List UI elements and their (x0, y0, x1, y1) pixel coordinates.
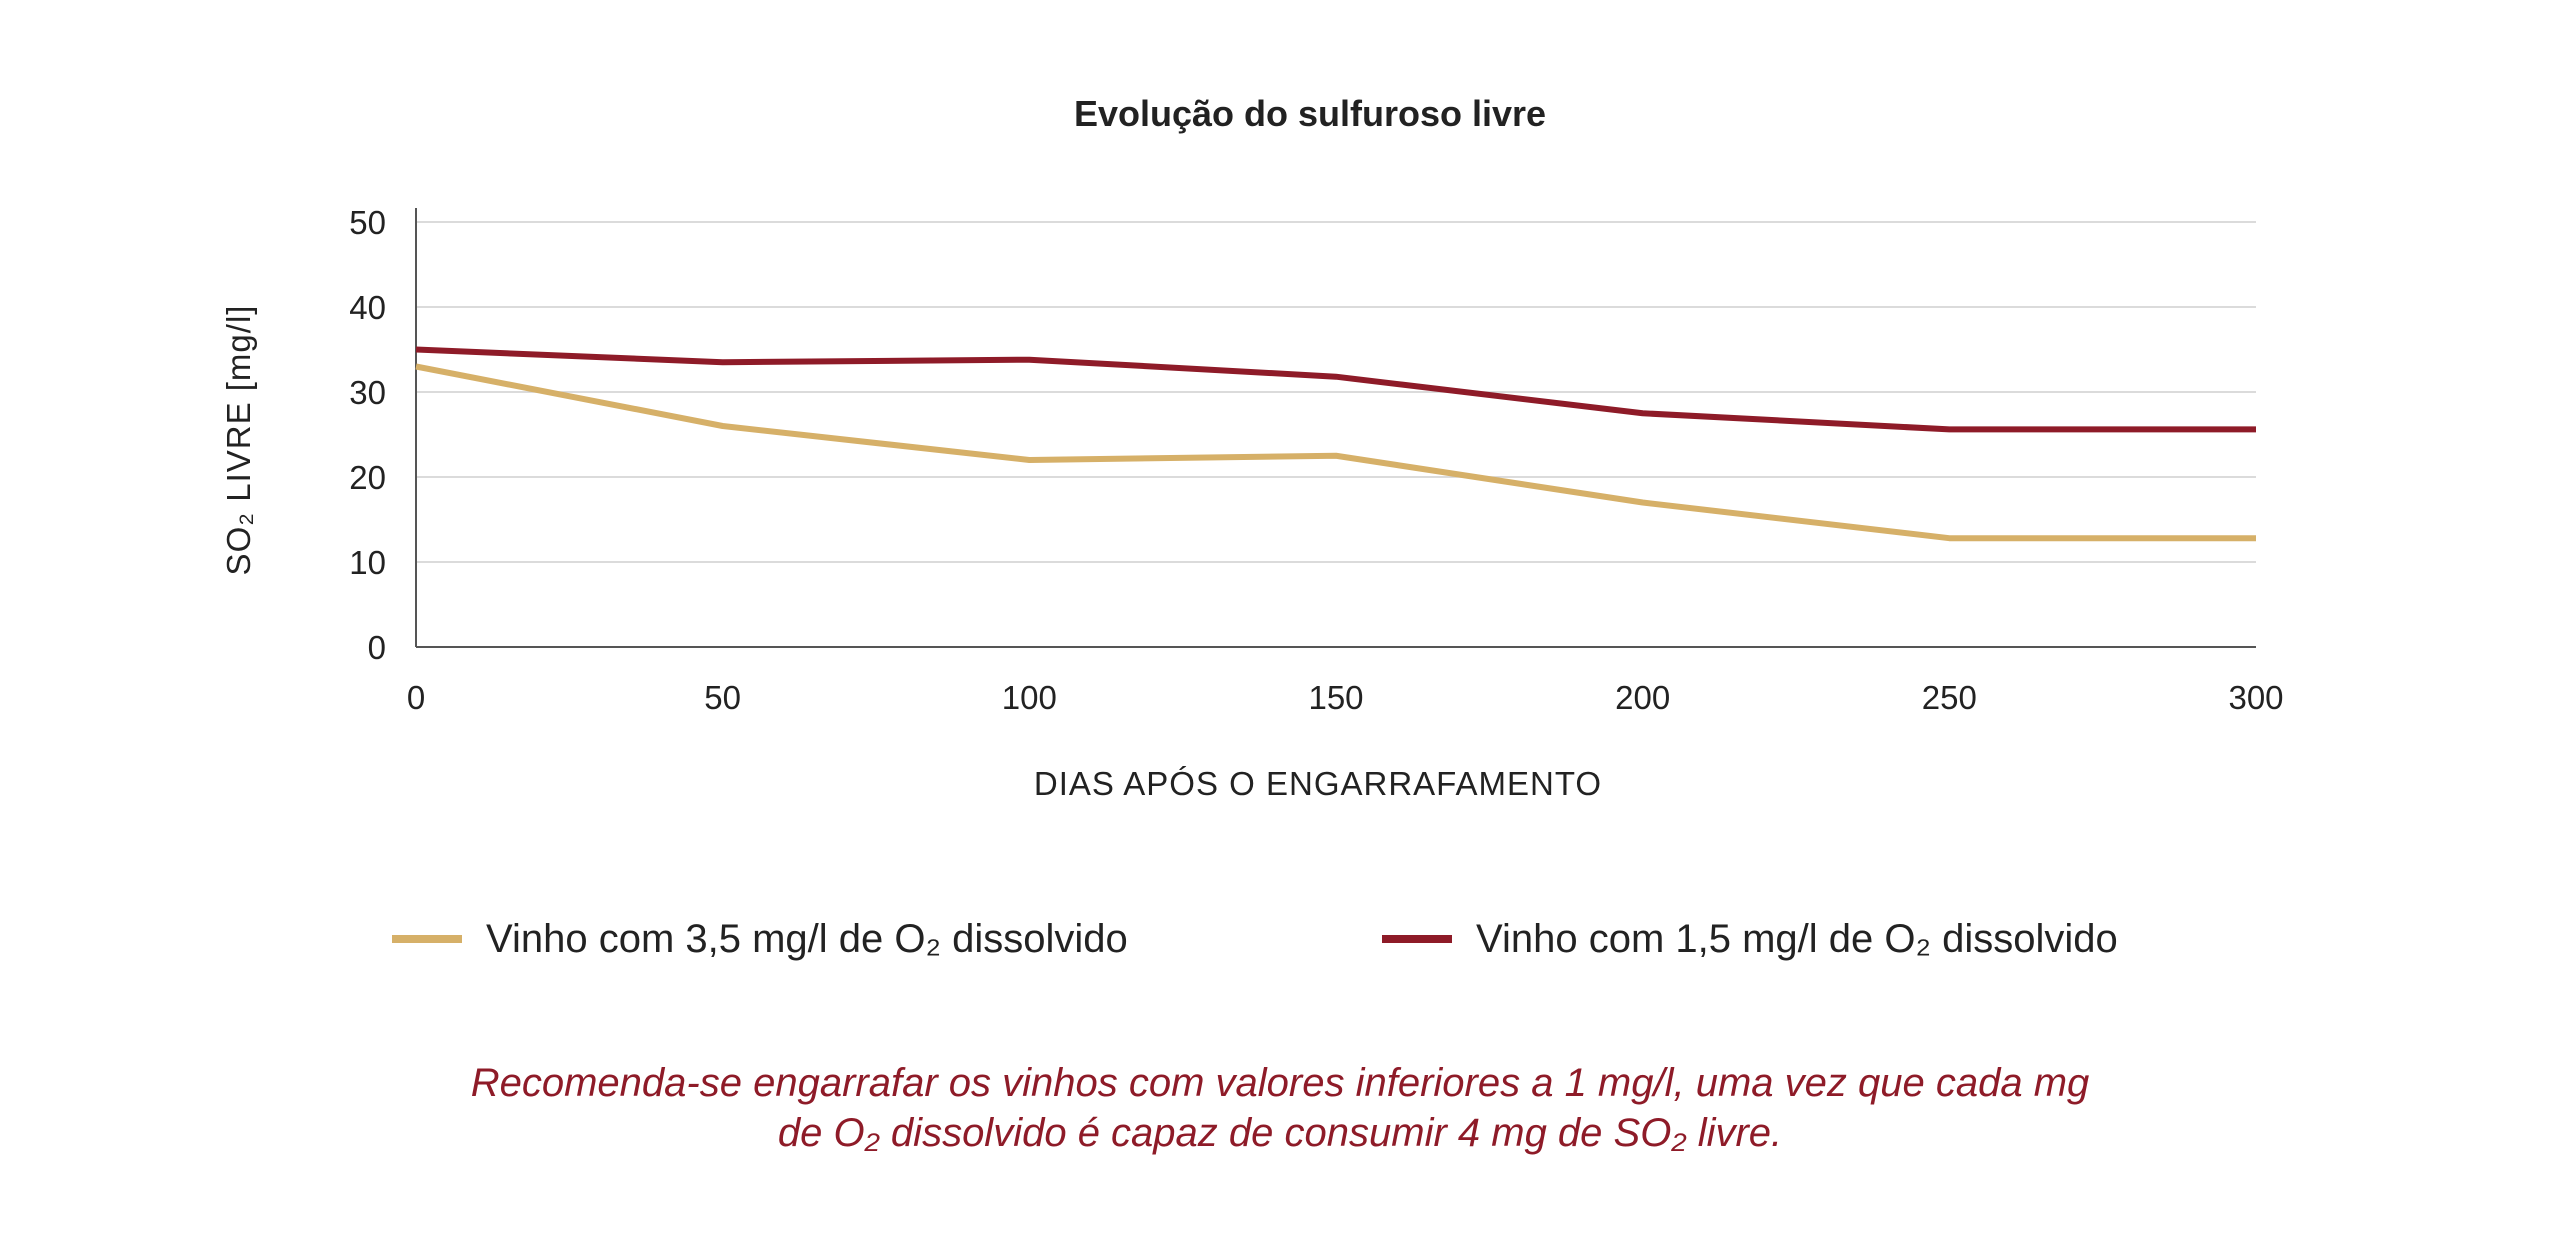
series-line-1 (415, 363, 2256, 542)
x-axis-label: DIAS APÓS O ENGARRAFAMENTO (1034, 765, 1602, 802)
x-tick-label: 200 (1615, 679, 1670, 716)
y-tick-label: 10 (349, 544, 386, 581)
recommendation-note: Recomenda-se engarrafar os vinhos com va… (280, 1058, 2280, 1158)
y-tick-label: 0 (368, 629, 386, 666)
note-line-2: de O₂ dissolvido é capaz de consumir 4 m… (777, 1111, 1783, 1155)
x-tick-label: 100 (1002, 679, 1057, 716)
y-axis-label: SO₂ LIVRE [mg/l] (220, 305, 257, 576)
x-tick-label: 150 (1308, 679, 1363, 716)
legend-label-2: Vinho com 1,5 mg/l de O₂ dissolvido (1476, 917, 2118, 961)
axes (415, 208, 2256, 648)
note-line-1: Recomenda-se engarrafar os vinhos com va… (470, 1061, 2090, 1105)
gridlines (416, 221, 2256, 563)
y-tick-label: 20 (349, 459, 386, 496)
x-tick-label: 300 (2228, 679, 2283, 716)
y-tick-label: 40 (349, 289, 386, 326)
series-line-2 (415, 346, 2256, 433)
legend: Vinho com 3,5 mg/l de O₂ dissolvido Vinho… (392, 917, 2118, 961)
x-tick-label: 250 (1922, 679, 1977, 716)
series-lines (415, 346, 2256, 542)
x-tick-label: 0 (407, 679, 425, 716)
x-tick-labels: 0 50 100 150 200 250 300 (407, 679, 2284, 716)
y-tick-labels: 0 10 20 30 40 50 (349, 204, 386, 666)
y-tick-label: 50 (349, 204, 386, 241)
legend-label-1: Vinho com 3,5 mg/l de O₂ dissolvido (486, 917, 1128, 961)
y-tick-label: 30 (349, 374, 386, 411)
x-tick-label: 50 (704, 679, 741, 716)
chart-title: Evolução do sulfuroso livre (1074, 93, 1546, 134)
